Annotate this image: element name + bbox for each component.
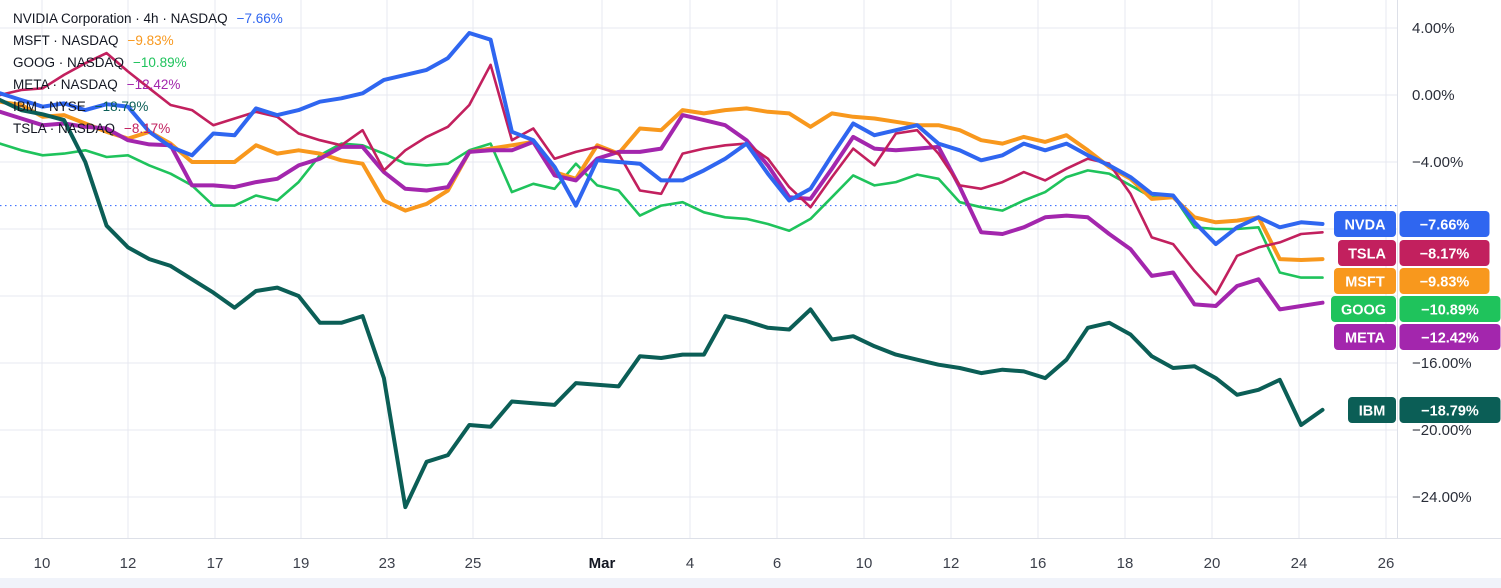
x-axis-label[interactable]: 10	[34, 555, 51, 572]
price-badge-symbol-text: META	[1345, 331, 1386, 347]
x-axis-label[interactable]: 17	[207, 555, 224, 572]
price-badge-symbol-IBM[interactable]	[1348, 397, 1396, 423]
price-badge-value-text: −9.83%	[1420, 275, 1470, 291]
x-axis-label[interactable]: 6	[773, 555, 781, 572]
price-badge-value-text: −7.66%	[1420, 218, 1470, 234]
x-axis-label[interactable]: 18	[1117, 555, 1134, 572]
x-axis-label[interactable]: 12	[943, 555, 960, 572]
legend-change-value: −18.79%	[94, 99, 149, 114]
price-badge-symbol-text: IBM	[1359, 404, 1386, 420]
legend-row-MSFT[interactable]: MSFT · NASDAQ −9.83%	[13, 30, 283, 52]
price-badge-value-IBM[interactable]	[1399, 397, 1501, 423]
legend-row-META[interactable]: META · NASDAQ −12.42%	[13, 74, 283, 96]
price-badge-symbol-META[interactable]	[1334, 324, 1396, 350]
x-axis-label[interactable]: 23	[379, 555, 396, 572]
y-axis-label: 4.00%	[1412, 20, 1455, 37]
price-badge-symbol-TSLA[interactable]	[1338, 240, 1396, 266]
y-axis-label: 0.00%	[1412, 87, 1455, 104]
legend-symbol-text: META · NASDAQ	[13, 77, 118, 92]
y-axis-label: −24.00%	[1412, 489, 1472, 506]
y-axis-label: −16.00%	[1412, 355, 1472, 372]
x-axis-label[interactable]: 26	[1378, 555, 1395, 572]
price-badge-value-text: −10.89%	[1421, 303, 1479, 319]
legend-change-value: −7.66%	[236, 11, 283, 26]
price-badge-value-MSFT[interactable]	[1399, 268, 1490, 294]
x-axis-label-month[interactable]: Mar	[589, 555, 616, 572]
price-badge-value-TSLA[interactable]	[1399, 240, 1490, 266]
price-badge-symbol-NVDA[interactable]	[1334, 211, 1396, 237]
price-badge-value-text: −12.42%	[1421, 331, 1479, 347]
price-badge-symbol-GOOG[interactable]	[1331, 296, 1396, 322]
x-axis-label[interactable]: 12	[120, 555, 137, 572]
series-line-META[interactable]	[0, 109, 1325, 312]
x-axis-label[interactable]: 25	[465, 555, 482, 572]
legend-symbol-text: GOOG · NASDAQ	[13, 55, 125, 70]
x-axis-label[interactable]: 4	[686, 555, 694, 572]
legend-row-IBM[interactable]: IBM · NYSE −18.79%	[13, 96, 283, 118]
bottom-strip	[0, 578, 1501, 588]
series-line-IBM[interactable]	[0, 98, 1325, 510]
legend-change-value: −9.83%	[127, 33, 174, 48]
price-badge-symbol-text: TSLA	[1348, 247, 1386, 263]
legend-change-value: −10.89%	[133, 55, 187, 70]
legend-symbol-text: TSLA · NASDAQ	[13, 121, 116, 136]
x-axis-label[interactable]: 16	[1030, 555, 1047, 572]
legend-symbol-text: NVIDIA Corporation · 4h · NASDAQ	[13, 11, 228, 26]
legend-row-GOOG[interactable]: GOOG · NASDAQ −10.89%	[13, 52, 283, 74]
legend-row-NVDA[interactable]: NVIDIA Corporation · 4h · NASDAQ −7.66%	[13, 8, 283, 30]
x-axis-label[interactable]: 24	[1291, 555, 1308, 572]
price-badge-symbol-text: MSFT	[1345, 275, 1385, 291]
price-badge-value-NVDA[interactable]	[1399, 211, 1490, 237]
price-badge-symbol-text: GOOG	[1341, 303, 1386, 319]
price-badge-value-text: −8.17%	[1420, 247, 1470, 263]
x-axis-label[interactable]: 10	[856, 555, 873, 572]
x-axis-label[interactable]: 19	[293, 555, 310, 572]
legend-change-value: −8.17%	[124, 121, 171, 136]
series-line-NVDA[interactable]	[0, 31, 1325, 247]
legend-symbol-text: MSFT · NASDAQ	[13, 33, 119, 48]
legend-symbol-text: IBM · NYSE	[13, 99, 86, 114]
legend-change-value: −12.42%	[126, 77, 181, 92]
price-badge-value-GOOG[interactable]	[1399, 296, 1501, 322]
y-axis-label: −4.00%	[1412, 154, 1463, 171]
price-badge-symbol-text: NVDA	[1344, 218, 1386, 234]
legend-row-TSLA[interactable]: TSLA · NASDAQ −8.17%	[13, 118, 283, 140]
legend: NVIDIA Corporation · 4h · NASDAQ −7.66% MS…	[13, 8, 283, 140]
x-axis-label[interactable]: 20	[1204, 555, 1221, 572]
series-line-GOOG[interactable]	[0, 142, 1324, 279]
y-axis-label: −20.00%	[1412, 422, 1472, 439]
price-badge-value-META[interactable]	[1399, 324, 1501, 350]
price-badge-value-text: −18.79%	[1421, 404, 1479, 420]
price-badge-symbol-MSFT[interactable]	[1334, 268, 1396, 294]
